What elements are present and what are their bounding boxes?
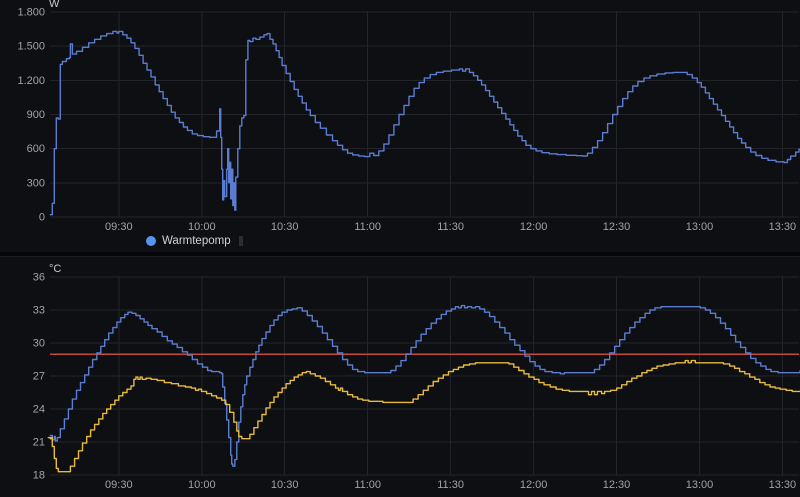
legend-series-label: Warmtepomp [162, 235, 231, 247]
series-color-dot-icon [146, 236, 156, 246]
x-tick-label: 09:30 [105, 479, 133, 491]
x-tick-label: 13:00 [686, 221, 714, 232]
y-tick-label: 300 [27, 177, 45, 189]
power-panel[interactable]: 0 300 600 900 1.200 1.500 1.800 09:30 10:00 10:30… [0, 0, 800, 252]
y-tick-label: 1.500 [17, 41, 45, 53]
x-tick-label: 13:00 [686, 479, 714, 491]
x-tick-label: 10:30 [271, 221, 299, 232]
y-tick-label: 18 [33, 470, 45, 482]
temperature-yellow-line [47, 359, 800, 473]
x-tick-label: 12:30 [603, 479, 631, 491]
x-tick-label: 13:30 [769, 221, 797, 232]
y-tick-label: 30 [33, 338, 45, 350]
x-tick-label: 12:00 [520, 221, 548, 232]
legend-item-warmtepomp[interactable]: Warmtepomp [146, 233, 243, 249]
temperature-panel[interactable]: 18 21 24 27 30 33 36 09:30 10:00 10:30 11:00 11:30 1… [0, 256, 800, 497]
y-tick-label: 0 [39, 212, 45, 224]
x-tick-label: 13:30 [769, 479, 797, 491]
x-tick-label: 12:00 [520, 479, 548, 491]
y-tick-label: 36 [33, 272, 45, 284]
y-tick-label: 21 [33, 437, 45, 449]
y-tick-label: 600 [27, 143, 45, 155]
x-tick-label: 11:00 [354, 221, 381, 232]
x-tick-label: 10:30 [271, 479, 299, 491]
temperature-blue-line [49, 304, 800, 467]
y-tick-label: 900 [27, 109, 45, 121]
x-tick-label: 10:00 [188, 479, 216, 491]
warmtepomp-power-line [49, 30, 800, 216]
x-tick-label: 09:30 [105, 221, 133, 232]
x-tick-label: 11:30 [437, 479, 464, 491]
y-tick-label: 1.200 [17, 75, 45, 87]
x-tick-label: 11:30 [437, 221, 464, 232]
power-chart[interactable]: 0 300 600 900 1.200 1.500 1.800 09:30 10:00 10:30… [0, 0, 800, 232]
x-tick-label: 12:30 [603, 221, 631, 232]
y-tick-label: 27 [33, 371, 45, 383]
axis-unit-label: °C [49, 263, 61, 275]
y-tick-label: 33 [33, 305, 45, 317]
x-tick-label: 11:00 [354, 479, 381, 491]
temperature-chart[interactable]: 18 21 24 27 30 33 36 09:30 10:00 10:30 11:00 11:30 1… [0, 257, 800, 496]
legend-cursor [238, 236, 243, 246]
axis-unit-label: W [49, 0, 60, 10]
y-tick-label: 1.800 [17, 7, 45, 19]
x-tick-label: 10:00 [188, 221, 216, 232]
y-tick-label: 24 [33, 404, 45, 416]
